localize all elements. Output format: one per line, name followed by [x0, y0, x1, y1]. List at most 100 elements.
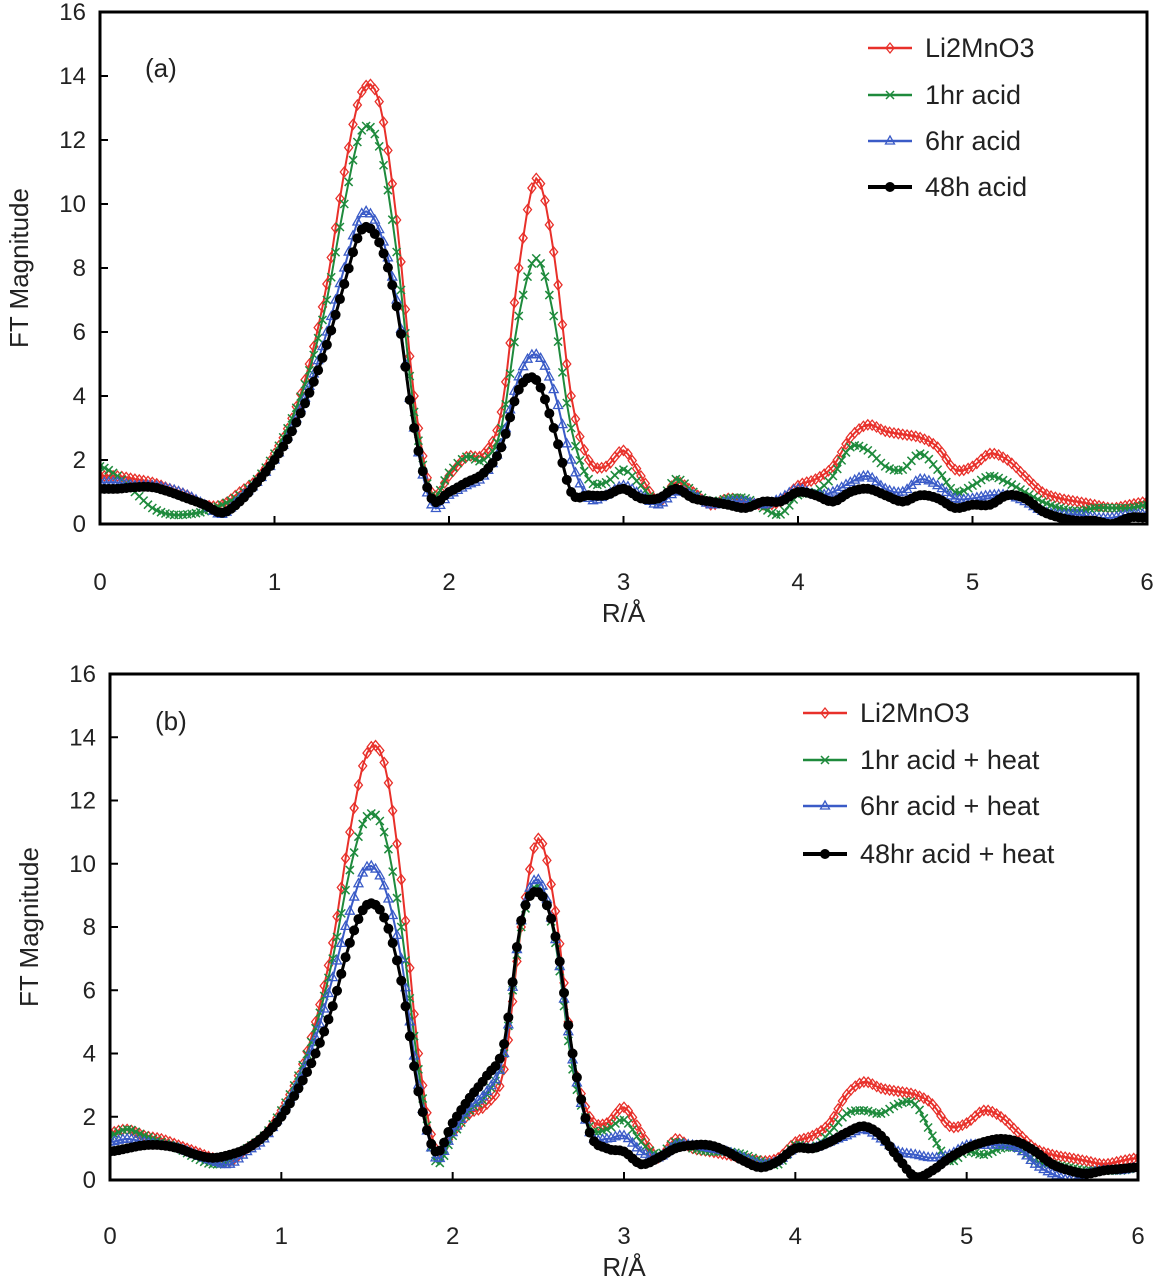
data-point: [827, 485, 839, 496]
data-point: [530, 348, 542, 359]
y-tick-label: 12: [59, 127, 86, 154]
data-point: [602, 1124, 612, 1134]
legend-label: 6hr acid: [925, 126, 1021, 156]
data-point: [644, 1141, 655, 1155]
data-point: [579, 443, 590, 456]
data-point: [304, 387, 315, 398]
x-tick-label: 6: [1140, 569, 1153, 596]
data-point: [910, 475, 922, 486]
data-point: [505, 412, 516, 423]
y-tick-label: 14: [59, 63, 86, 90]
data-point: [349, 848, 359, 858]
x-tick-label: 3: [617, 569, 630, 596]
legend-label: 1hr acid: [925, 80, 1021, 110]
data-point: [383, 185, 393, 195]
data-point: [518, 231, 528, 244]
data-point: [828, 471, 838, 481]
legend-entry: Li2MnO3: [803, 698, 970, 728]
data-point: [295, 408, 306, 419]
data-point: [286, 426, 297, 437]
data-point: [345, 826, 355, 839]
data-point: [570, 412, 581, 426]
data-point: [1142, 495, 1147, 508]
data-point: [1025, 1154, 1037, 1165]
x-tick-label: 1: [268, 569, 281, 596]
data-point: [605, 456, 616, 470]
data-point: [327, 971, 339, 982]
x-tick-label: 1: [275, 1223, 288, 1250]
data-point: [334, 294, 345, 305]
data-point: [100, 469, 105, 483]
data-point: [522, 203, 533, 216]
data-point: [866, 471, 878, 482]
series-48hr-acid-heat: [110, 886, 1138, 1180]
data-point: [828, 460, 838, 473]
panel-label: (b): [155, 706, 187, 736]
data-point: [535, 351, 547, 362]
data-point: [536, 258, 546, 268]
data-point: [628, 1125, 638, 1135]
data-point: [413, 1086, 424, 1097]
data-point: [841, 438, 851, 451]
data-point: [365, 122, 376, 132]
data-point: [622, 1132, 634, 1143]
data-point: [829, 1110, 839, 1123]
data-point: [941, 477, 951, 487]
legend-entry: Li2MnO3: [868, 33, 1035, 63]
data-point: [396, 328, 407, 339]
data-point: [858, 420, 869, 433]
data-point: [332, 932, 342, 942]
data-point: [404, 1031, 415, 1042]
data-point: [957, 1119, 968, 1132]
data-point: [832, 464, 842, 474]
data-point: [313, 365, 324, 376]
data-point: [388, 867, 398, 877]
data-point: [626, 1136, 639, 1147]
data-point: [100, 463, 109, 473]
data-point: [559, 987, 570, 998]
data-point: [434, 1152, 446, 1163]
data-point: [387, 938, 398, 949]
data-point: [548, 245, 559, 259]
data-point: [353, 914, 364, 925]
x-tick-label: 3: [617, 1223, 630, 1250]
data-point: [379, 160, 389, 170]
data-point: [563, 1020, 574, 1031]
data-point: [532, 873, 544, 884]
data-point: [618, 1129, 630, 1140]
data-point: [806, 474, 816, 488]
data-point: [567, 1048, 578, 1059]
data-point: [561, 474, 572, 485]
data-point: [505, 369, 515, 379]
plot-frame: [98, 10, 1149, 526]
data-point: [609, 1130, 622, 1141]
data-point: [961, 1117, 972, 1130]
data-point: [457, 454, 467, 464]
data-point: [524, 863, 535, 876]
data-point: [344, 904, 356, 915]
data-point: [1137, 496, 1147, 509]
data-point: [976, 475, 986, 485]
x-tick-label: 0: [93, 569, 106, 596]
data-point: [561, 437, 573, 448]
legend-marker: [885, 182, 895, 192]
data-point: [623, 1104, 634, 1117]
y-tick-label: 14: [69, 724, 96, 751]
data-point: [330, 309, 341, 320]
data-point: [344, 177, 354, 187]
data-point: [362, 811, 372, 821]
data-point: [371, 810, 381, 820]
x-tick-label: 5: [960, 1223, 973, 1250]
data-point: [343, 263, 354, 274]
data-point: [814, 470, 825, 483]
data-point: [923, 1094, 933, 1107]
y-tick-label: 12: [69, 788, 96, 815]
data-point: [537, 837, 548, 850]
data-point: [562, 398, 572, 408]
data-point: [522, 272, 533, 282]
data-point: [340, 952, 351, 963]
data-point: [936, 482, 948, 493]
data-point: [356, 85, 367, 99]
data-point: [353, 779, 364, 792]
data-point: [110, 1135, 120, 1145]
